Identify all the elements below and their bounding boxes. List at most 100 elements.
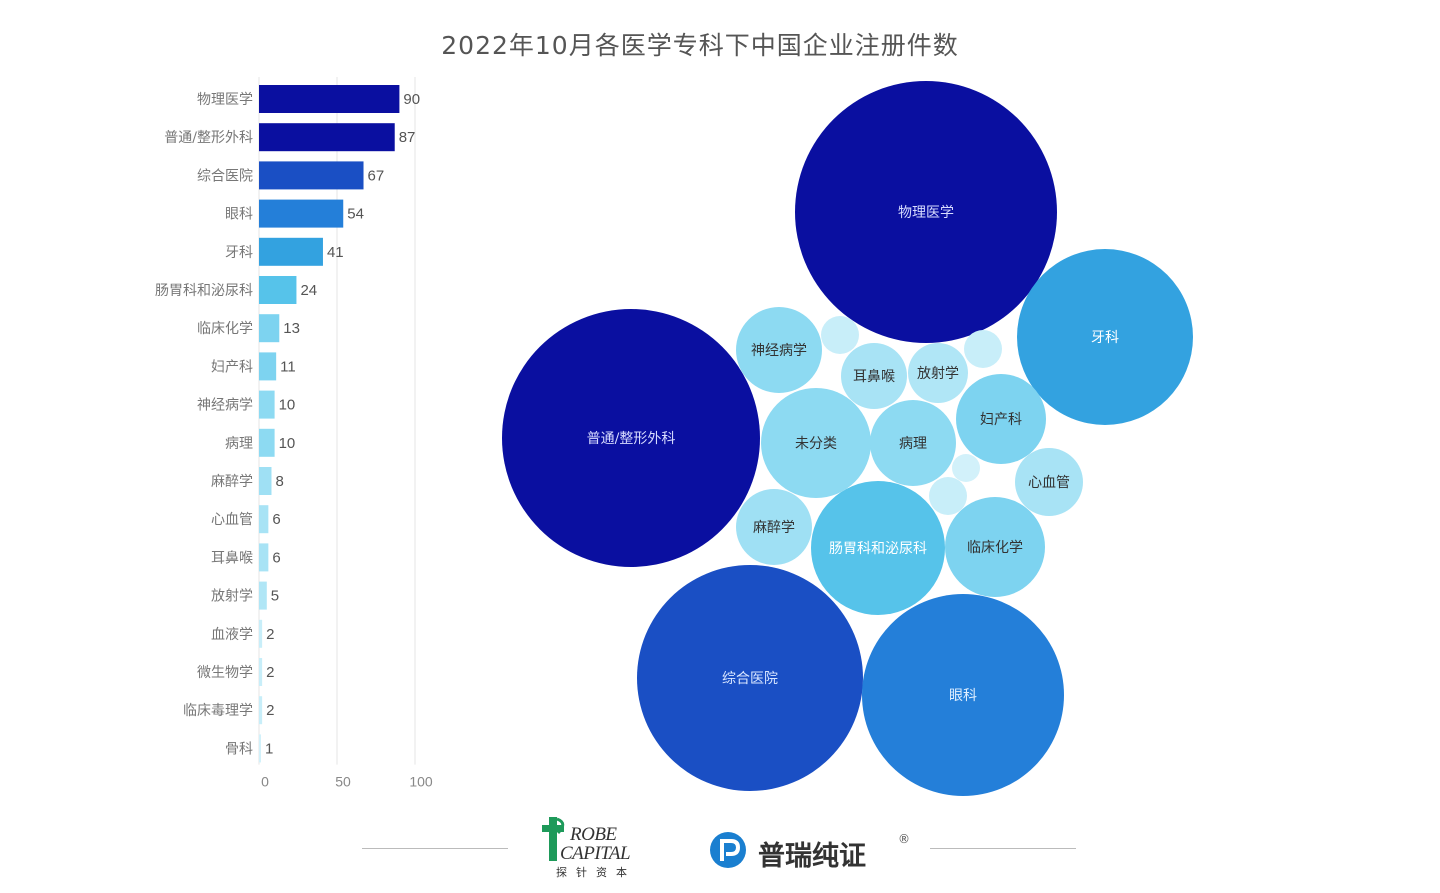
bubble-label: 未分类 xyxy=(795,436,837,452)
bubble-label: 牙科 xyxy=(1091,330,1119,346)
bubble-label: 物理医学 xyxy=(898,205,954,221)
bubble xyxy=(795,81,1057,343)
bubble xyxy=(956,374,1046,464)
category-label: 耳鼻喉 xyxy=(211,549,253,566)
category-label: 综合医院 xyxy=(197,168,253,184)
value-label: 10 xyxy=(279,435,296,452)
value-label: 24 xyxy=(300,282,317,299)
registered-mark: ® xyxy=(898,832,910,846)
bar xyxy=(259,619,263,648)
value-label: 1 xyxy=(265,740,273,757)
x-tick-label: 0 xyxy=(261,774,269,790)
bubble-label: 综合医院 xyxy=(722,671,778,687)
probe-capital-logo: ROBE CAPITAL 探针资本 xyxy=(540,815,650,879)
value-label: 13 xyxy=(283,320,300,337)
bubble xyxy=(821,316,859,354)
category-label: 临床化学 xyxy=(197,321,253,337)
bubble xyxy=(929,477,967,515)
bar xyxy=(259,428,275,457)
bar xyxy=(259,696,263,725)
bar xyxy=(259,161,364,190)
category-label: 神经病学 xyxy=(197,398,253,414)
bar xyxy=(259,467,272,495)
bar xyxy=(259,581,267,610)
category-label: 血液学 xyxy=(211,627,253,643)
category-label: 物理医学 xyxy=(197,92,253,108)
bubble xyxy=(736,489,812,565)
value-label: 41 xyxy=(327,244,344,261)
bar xyxy=(259,237,323,266)
value-label: 2 xyxy=(266,664,274,681)
bar xyxy=(259,276,297,304)
category-label: 妇产科 xyxy=(211,358,253,375)
bar xyxy=(259,505,269,534)
value-label: 67 xyxy=(368,167,385,184)
bubble-label: 放射学 xyxy=(917,366,959,382)
bar-chart: 0 50 100 物理医学 90 普通/整形外科 87 综合医院 67 眼科 54 牙科 41 肠胃科和泌… xyxy=(155,77,433,790)
bubble-label: 心血管 xyxy=(1028,475,1070,491)
probe-logo-line1: ROBE xyxy=(570,824,617,845)
purui-logo: 普瑞纯证 ® xyxy=(708,828,918,872)
x-tick-label: 100 xyxy=(409,774,433,790)
category-label: 临床毒理学 xyxy=(183,703,253,719)
value-label: 5 xyxy=(271,588,279,605)
category-label: 放射学 xyxy=(211,589,253,605)
bubble xyxy=(1015,448,1083,516)
bubble-label: 神经病学 xyxy=(751,343,807,359)
probe-logo-line2: CAPITAL xyxy=(560,843,631,864)
footer-divider-left xyxy=(362,848,508,849)
bubble-label: 麻醉学 xyxy=(753,520,795,536)
footer-divider-right xyxy=(930,848,1076,849)
bubble xyxy=(761,388,871,498)
value-label: 2 xyxy=(266,702,274,719)
value-label: 10 xyxy=(279,397,296,414)
value-label: 2 xyxy=(266,626,274,643)
bubble xyxy=(862,594,1064,796)
bar xyxy=(259,352,277,381)
category-label: 牙科 xyxy=(225,245,253,261)
bubble xyxy=(952,454,980,482)
bubble xyxy=(945,497,1045,597)
bar xyxy=(259,543,269,572)
probe-logo-chinese: 探针资本 xyxy=(556,866,636,879)
bar xyxy=(259,734,261,763)
purui-logo-text: 普瑞纯证 xyxy=(758,841,866,872)
bubble xyxy=(502,309,760,567)
category-label: 眼科 xyxy=(225,207,253,223)
chart-title: 2022年10月各医学专科下中国企业注册件数 xyxy=(441,31,959,60)
bubble xyxy=(736,307,822,393)
bubble xyxy=(964,330,1002,368)
category-label: 心血管 xyxy=(211,512,253,528)
bubble xyxy=(870,400,956,486)
purui-logo-icon xyxy=(710,832,746,868)
value-label: 8 xyxy=(275,473,283,490)
bar xyxy=(259,199,344,228)
value-label: 54 xyxy=(347,206,364,223)
category-label: 骨科 xyxy=(225,741,253,757)
category-label: 普通/整形外科 xyxy=(164,130,253,146)
bubble xyxy=(908,343,968,403)
probe-cross-icon xyxy=(542,817,565,861)
bubble xyxy=(637,565,863,791)
bar xyxy=(259,314,280,343)
value-label: 6 xyxy=(272,549,280,566)
bar xyxy=(259,85,400,113)
bubble-label: 妇产科 xyxy=(980,411,1022,428)
value-label: 6 xyxy=(272,511,280,528)
value-label: 90 xyxy=(403,91,420,108)
category-label: 肠胃科和泌尿科 xyxy=(155,283,253,299)
bubble xyxy=(1017,249,1193,425)
category-label: 麻醉学 xyxy=(211,474,253,490)
bubble-label: 眼科 xyxy=(949,688,977,704)
category-label: 微生物学 xyxy=(197,665,253,681)
bubble-label: 病理 xyxy=(899,436,927,452)
bar xyxy=(259,658,263,686)
value-label: 11 xyxy=(280,358,296,375)
bubble xyxy=(811,481,945,615)
bubble xyxy=(841,343,907,409)
bubble-label: 普通/整形外科 xyxy=(587,431,676,447)
bubble-label: 临床化学 xyxy=(967,540,1023,556)
value-label: 87 xyxy=(399,129,416,146)
x-tick-label: 50 xyxy=(335,774,351,790)
